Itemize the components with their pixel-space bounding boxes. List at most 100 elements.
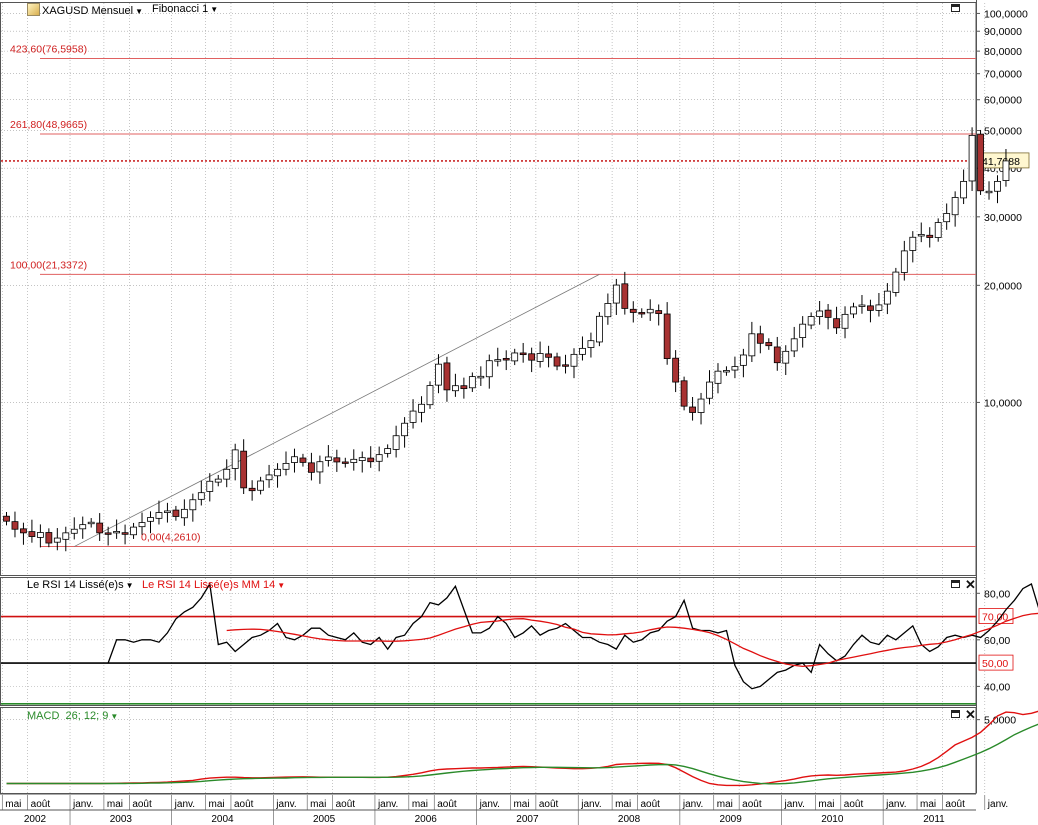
candle: [53, 528, 61, 551]
candle: [350, 449, 358, 471]
candle-body-down: [240, 450, 248, 489]
x-tick-label: août: [945, 799, 965, 810]
candle-body-up: [53, 537, 61, 543]
macd-pane: [0, 707, 977, 794]
candle-body-down: [765, 342, 773, 347]
candle: [706, 370, 713, 405]
candle-body-down: [11, 521, 19, 530]
x-tick-label: mai: [209, 799, 225, 810]
candle-body-up: [900, 250, 908, 273]
maximize-rsi-pane-icon[interactable]: [951, 580, 960, 588]
candle: [867, 299, 874, 323]
candle: [418, 396, 425, 423]
candle-body-up: [452, 385, 459, 392]
candle-body-down: [977, 133, 984, 192]
candle-body-up: [426, 385, 434, 406]
y-tick-label: 60,0000: [984, 95, 1022, 107]
rsi-level-label: 50,00: [982, 658, 1008, 670]
macd-signal-line: [6, 723, 1038, 785]
candle: [850, 302, 857, 319]
close-macd-pane-icon[interactable]: ✕: [965, 707, 976, 722]
close-rsi-pane-icon[interactable]: ✕: [965, 577, 976, 592]
y-tick-label: 90,0000: [984, 26, 1022, 38]
candle: [104, 526, 112, 546]
x-tick-label: août: [31, 799, 51, 810]
tool-selector[interactable]: Fibonacci 1 ▼: [152, 3, 218, 15]
candle: [265, 464, 273, 488]
candle-body-up: [392, 435, 400, 450]
candle-body-down: [680, 380, 688, 407]
candle-body-down: [655, 310, 663, 314]
candle-body-down: [867, 305, 874, 311]
candle: [189, 493, 197, 522]
candle-body-up: [892, 271, 900, 293]
candle-body-down: [553, 356, 561, 367]
candle: [883, 283, 891, 315]
candle-body-up: [883, 290, 891, 305]
x-tick-label: août: [234, 799, 254, 810]
main-pane: [0, 2, 977, 576]
candle-body-up: [401, 422, 408, 437]
candle: [435, 354, 442, 394]
candle-body-up: [282, 462, 290, 470]
candle: [477, 366, 485, 386]
year-label: 2006: [415, 814, 438, 825]
candle: [545, 345, 552, 368]
macd-selector[interactable]: MACD 26; 12; 9 ▼: [27, 710, 118, 722]
chevron-down-icon: ▼: [110, 712, 119, 721]
x-tick-label: août: [742, 799, 762, 810]
candle-body-down: [341, 461, 349, 464]
candle-body-up: [62, 532, 70, 540]
candle-body-up: [604, 303, 612, 318]
candle: [79, 516, 87, 539]
candle-body-up: [748, 333, 756, 357]
candle-body-up: [706, 381, 713, 399]
candle: [663, 302, 671, 365]
candle: [858, 294, 866, 314]
candle: [680, 376, 688, 411]
candle: [113, 519, 121, 539]
x-tick-label: janv.: [682, 799, 703, 810]
candle: [807, 312, 815, 330]
rsi-selector[interactable]: Le RSI 14 Lissé(e)s ▼: [27, 579, 134, 591]
candle: [519, 342, 527, 363]
candle: [739, 348, 747, 378]
candle: [638, 308, 646, 318]
candle-body-down: [621, 283, 629, 309]
candle-body-up: [646, 308, 654, 314]
candle: [291, 448, 298, 473]
x-tick-label: mai: [310, 799, 326, 810]
candle: [367, 446, 375, 468]
candle-body-up: [435, 363, 442, 386]
candle: [782, 345, 790, 376]
candle: [240, 439, 248, 495]
year-label: 2009: [720, 814, 743, 825]
candlesticks: [3, 127, 1010, 552]
fibonacci-levels: 423,60(76,5958) 261,80(48,9665) 100,00(21,…: [10, 43, 976, 548]
year-label: 2005: [313, 814, 336, 825]
candle-body-up: [485, 360, 493, 378]
x-tick-label: août: [336, 799, 356, 810]
candle: [3, 512, 10, 526]
rsi-ma-selector[interactable]: Le RSI 14 Lissé(e)s MM 14 ▼: [142, 579, 285, 591]
candle: [180, 499, 188, 526]
candle: [130, 522, 137, 539]
x-tick-label: mai: [818, 799, 834, 810]
x-tick-label: août: [641, 799, 661, 810]
candle-body-down: [460, 385, 468, 390]
candle: [452, 373, 459, 397]
candle: [206, 473, 214, 502]
candle: [697, 392, 705, 425]
candle: [968, 127, 976, 191]
candle-body-up: [968, 134, 976, 182]
macd-line: [6, 710, 1038, 787]
maximize-main-pane-icon[interactable]: [951, 4, 960, 12]
maximize-macd-pane-icon[interactable]: [951, 710, 960, 718]
candle-body-up: [418, 403, 425, 413]
candle: [790, 326, 798, 358]
candle-body-up: [316, 461, 324, 473]
instrument-selector[interactable]: XAGUSD Mensuel ▼: [27, 3, 143, 17]
candle: [138, 512, 146, 535]
